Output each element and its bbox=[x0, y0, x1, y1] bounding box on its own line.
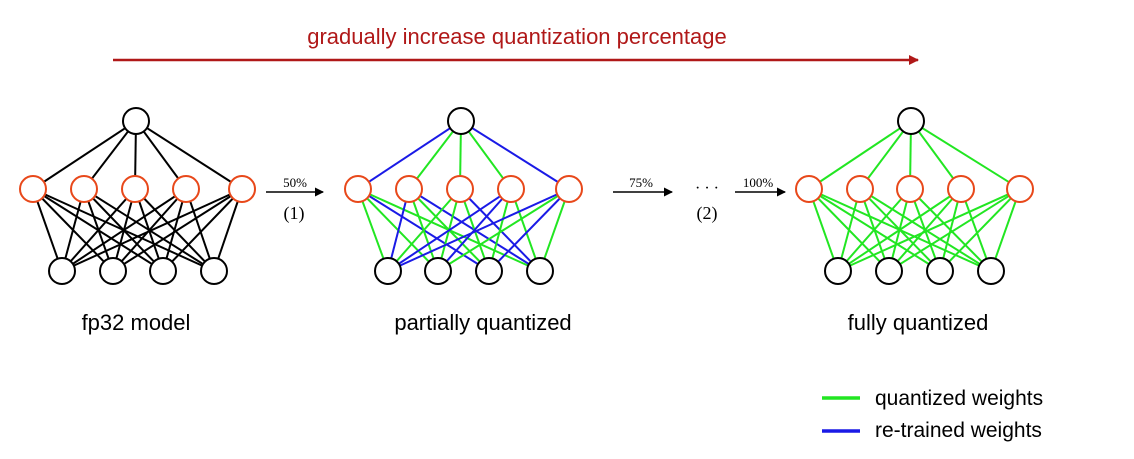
input-node bbox=[200, 257, 228, 285]
progress-arrow: gradually increase quantization percenta… bbox=[113, 24, 919, 65]
weight-edge bbox=[888, 188, 1021, 272]
weight-edge bbox=[112, 188, 187, 272]
caption-partially-quantized: partially quantized bbox=[394, 310, 571, 335]
weight-edge bbox=[808, 120, 912, 190]
weight-edge bbox=[83, 120, 137, 190]
weight-edge bbox=[32, 120, 137, 190]
weight-edge bbox=[162, 188, 187, 272]
input-node bbox=[926, 257, 954, 285]
weight-edge bbox=[808, 188, 839, 272]
hidden-node bbox=[846, 175, 874, 203]
step-arrow-2: 75% · · · (2) bbox=[613, 175, 719, 224]
network-partial bbox=[344, 107, 583, 285]
weight-edge bbox=[387, 188, 512, 272]
caption-fp32-model: fp32 model bbox=[82, 310, 191, 335]
weight-edge bbox=[162, 188, 243, 272]
input-node bbox=[977, 257, 1005, 285]
hidden-node bbox=[228, 175, 256, 203]
network-full bbox=[795, 107, 1034, 285]
weight-edge bbox=[32, 188, 63, 272]
weight-edge bbox=[387, 188, 570, 272]
weight-edge bbox=[135, 120, 243, 190]
step-2-percent: 75% bbox=[629, 175, 653, 190]
weight-edge bbox=[61, 188, 85, 272]
hidden-node bbox=[19, 175, 47, 203]
weight-edge bbox=[112, 188, 243, 272]
input-node bbox=[424, 257, 452, 285]
legend-quantized-label: quantized weights bbox=[875, 387, 1043, 410]
output-node bbox=[447, 107, 475, 135]
weight-edge bbox=[837, 188, 962, 272]
weight-edge bbox=[437, 188, 512, 272]
step-1-index: (1) bbox=[284, 203, 305, 224]
ellipsis: · · · bbox=[695, 180, 719, 197]
hidden-node bbox=[497, 175, 525, 203]
input-node bbox=[875, 257, 903, 285]
weight-edge bbox=[910, 120, 1021, 190]
weight-edge bbox=[213, 188, 243, 272]
weight-edge bbox=[539, 188, 570, 272]
weight-edge bbox=[357, 188, 389, 272]
caption-fully-quantized: fully quantized bbox=[848, 310, 989, 335]
weight-edge bbox=[837, 188, 911, 272]
weight-edge bbox=[61, 188, 187, 272]
weight-edge bbox=[910, 120, 962, 190]
legend: quantized weights re-trained weights bbox=[822, 387, 1043, 442]
weight-edge bbox=[387, 188, 410, 272]
progress-label: gradually increase quantization percenta… bbox=[307, 24, 727, 49]
weight-edge bbox=[960, 188, 992, 272]
output-node bbox=[122, 107, 150, 135]
step-2-index: (2) bbox=[697, 203, 718, 224]
hidden-node bbox=[395, 175, 423, 203]
weight-edge bbox=[357, 120, 462, 190]
hidden-node bbox=[795, 175, 823, 203]
hidden-node bbox=[121, 175, 149, 203]
weight-edge bbox=[408, 120, 462, 190]
weight-edge bbox=[488, 188, 570, 272]
step-arrow-3: 100% bbox=[735, 175, 786, 197]
network-fp32 bbox=[19, 107, 256, 285]
input-node bbox=[99, 257, 127, 285]
hidden-node bbox=[446, 175, 474, 203]
input-node bbox=[526, 257, 554, 285]
weight-edge bbox=[61, 188, 136, 272]
input-node bbox=[149, 257, 177, 285]
weight-edge bbox=[990, 188, 1021, 272]
input-node bbox=[48, 257, 76, 285]
hidden-node bbox=[896, 175, 924, 203]
hidden-node bbox=[172, 175, 200, 203]
input-node bbox=[824, 257, 852, 285]
weight-edge bbox=[437, 188, 570, 272]
hidden-node bbox=[555, 175, 583, 203]
hidden-node bbox=[1006, 175, 1034, 203]
weight-edge bbox=[488, 188, 512, 272]
step-1-percent: 50% bbox=[283, 175, 307, 190]
weight-edge bbox=[135, 120, 187, 190]
hidden-node bbox=[70, 175, 98, 203]
hidden-node bbox=[344, 175, 372, 203]
weight-edge bbox=[939, 188, 962, 272]
weight-edge bbox=[185, 188, 215, 272]
weight-edge bbox=[61, 188, 243, 272]
step-arrow-1: 50% (1) bbox=[266, 175, 324, 224]
weight-edge bbox=[460, 120, 512, 190]
input-node bbox=[475, 257, 503, 285]
step-3-percent: 100% bbox=[743, 175, 774, 190]
weight-edge bbox=[888, 188, 962, 272]
output-node bbox=[897, 107, 925, 135]
weight-edge bbox=[837, 188, 1021, 272]
legend-retrained-label: re-trained weights bbox=[875, 419, 1042, 442]
weight-edge bbox=[837, 188, 861, 272]
weight-edge bbox=[460, 120, 570, 190]
weight-edge bbox=[387, 188, 461, 272]
weight-edge bbox=[510, 188, 541, 272]
input-node bbox=[374, 257, 402, 285]
weight-edge bbox=[859, 120, 912, 190]
weight-edge bbox=[939, 188, 1021, 272]
hidden-node bbox=[947, 175, 975, 203]
